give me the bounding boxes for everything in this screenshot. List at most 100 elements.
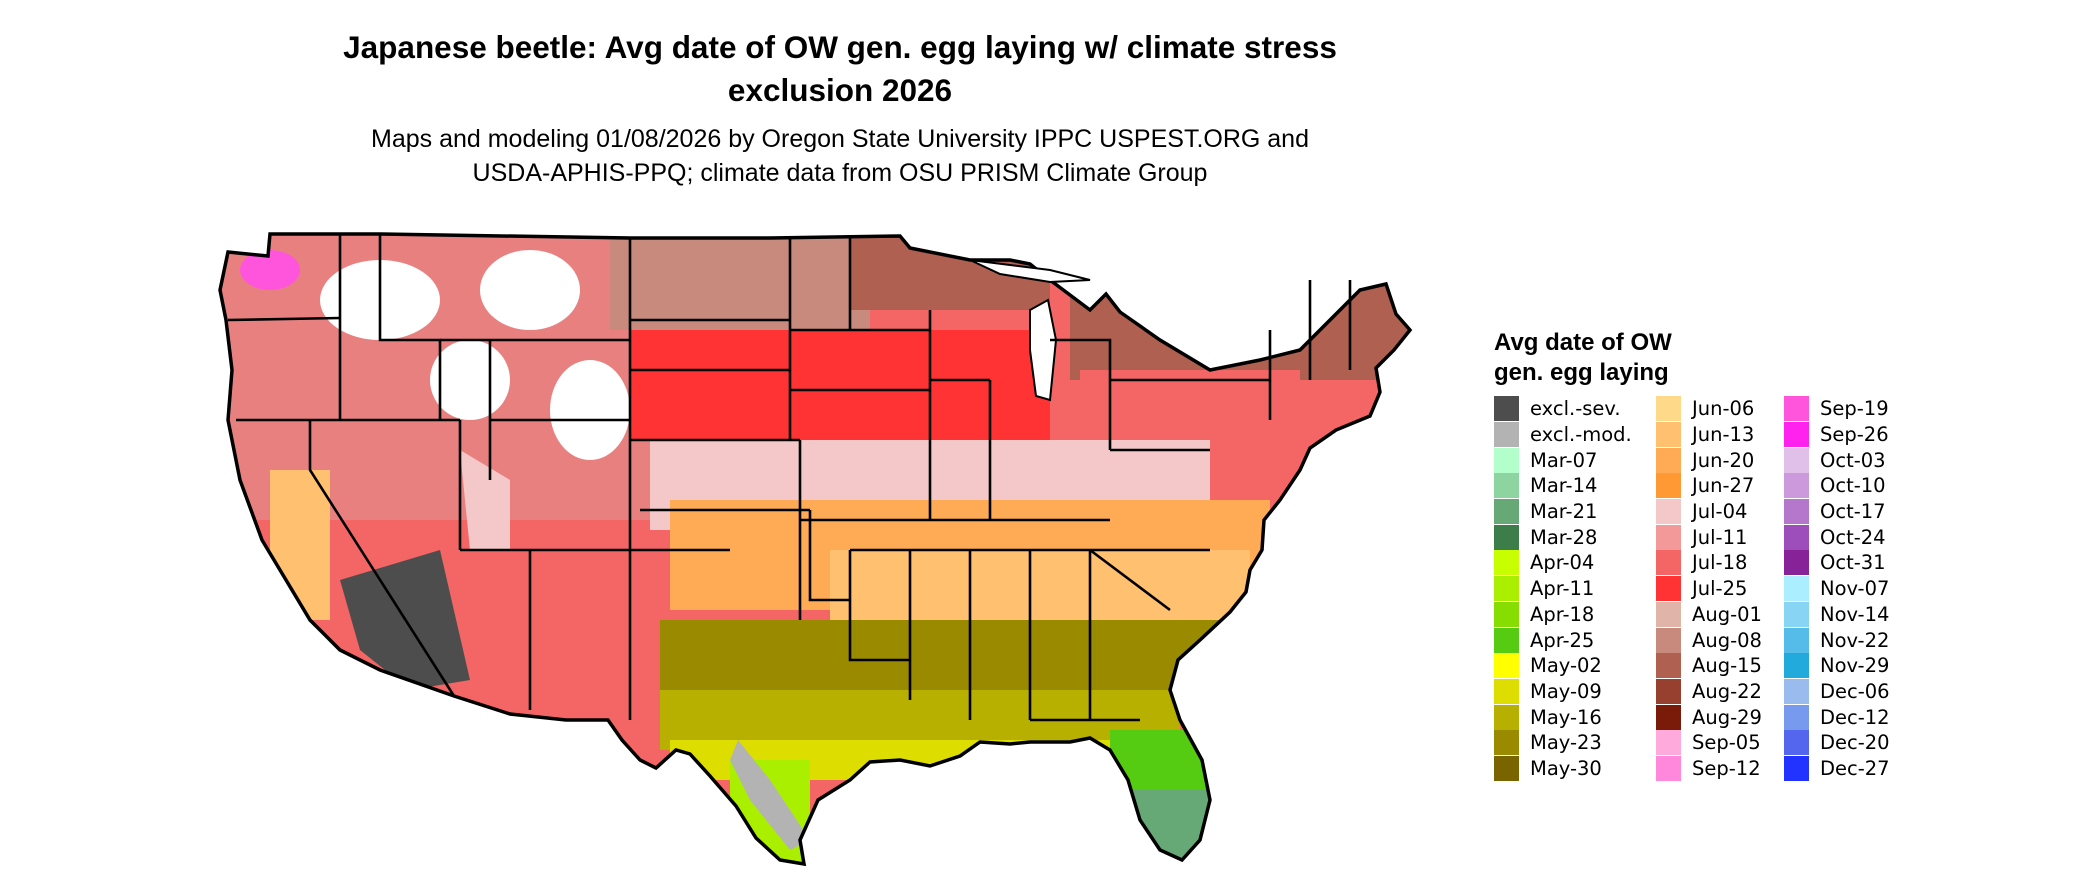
legend-swatch — [1784, 550, 1809, 576]
legend-item: Jun-20 — [1656, 447, 1762, 473]
legend-swatch — [1494, 755, 1519, 781]
legend-label: Mar-14 — [1530, 474, 1598, 498]
legend-label: Sep-05 — [1692, 731, 1761, 755]
legend-swatch — [1784, 653, 1809, 679]
legend-swatch — [1656, 730, 1681, 756]
legend-item: Aug-08 — [1656, 627, 1762, 653]
legend-swatch — [1494, 524, 1519, 550]
legend-label: Dec-12 — [1820, 705, 1890, 729]
zone-cascades — [240, 250, 300, 290]
border-ca-nv — [308, 420, 456, 697]
legend-swatch — [1494, 576, 1519, 602]
legend-swatch — [1656, 396, 1681, 422]
legend-swatch — [1784, 524, 1809, 550]
legend-label: Apr-04 — [1530, 551, 1595, 575]
legend-label: Jun-06 — [1692, 397, 1755, 421]
legend-item: May-02 — [1494, 653, 1632, 679]
legend-swatch — [1656, 627, 1681, 653]
legend-swatch — [1784, 422, 1809, 448]
legend-swatch — [1494, 422, 1519, 448]
legend-swatch — [1494, 678, 1519, 704]
legend-label: Apr-25 — [1530, 628, 1595, 652]
legend-swatch — [1494, 730, 1519, 756]
legend-item: Oct-10 — [1784, 473, 1890, 499]
legend-label: Nov-14 — [1820, 602, 1890, 626]
legend-title-line2: gen. egg laying — [1494, 359, 1669, 386]
zone-excluded-texas — [730, 740, 810, 850]
legend-label: May-02 — [1530, 654, 1602, 678]
legend-item: Apr-18 — [1494, 601, 1632, 628]
legend-item: Dec-06 — [1784, 678, 1890, 705]
legend-label: May-09 — [1530, 679, 1602, 703]
legend-label: Jun-13 — [1692, 423, 1755, 447]
map-title-line2: exclusion 2026 — [727, 72, 953, 108]
legend-swatch — [1494, 499, 1519, 525]
legend-label: Jul-18 — [1692, 551, 1748, 575]
legend-title: Avg date of OW gen. egg laying — [1494, 328, 1672, 388]
us-map — [218, 232, 1413, 867]
legend-label: Aug-15 — [1692, 654, 1762, 678]
legend-swatch — [1494, 447, 1519, 473]
legend-swatch — [1784, 755, 1809, 781]
legend-label: May-16 — [1530, 705, 1602, 729]
legend-label: Nov-29 — [1820, 654, 1890, 678]
border-id-mt — [378, 234, 442, 420]
legend-label: Jun-27 — [1692, 474, 1755, 498]
zone-montana-mountains — [480, 250, 580, 330]
legend-label: Nov-22 — [1820, 628, 1890, 652]
legend-item: Oct-24 — [1784, 524, 1890, 550]
legend-label: Jul-25 — [1692, 577, 1748, 601]
legend-item: Aug-22 — [1656, 678, 1762, 705]
legend-label: Dec-06 — [1820, 679, 1890, 703]
zone-south-florida — [1110, 790, 1220, 864]
legend-swatch — [1784, 576, 1809, 602]
legend-label: Oct-31 — [1820, 551, 1886, 575]
border-ok-tx — [808, 510, 850, 602]
legend-swatch — [1494, 704, 1519, 730]
legend-item: Dec-12 — [1784, 704, 1890, 730]
zone-northeast — [1080, 370, 1300, 450]
legend-item: Nov-29 — [1784, 653, 1890, 679]
legend-swatch — [1656, 524, 1681, 550]
map-subtitle: Maps and modeling 01/08/2026 by Oregon S… — [280, 122, 1400, 190]
legend-label: Oct-24 — [1820, 525, 1886, 549]
legend-label: Apr-11 — [1530, 577, 1595, 601]
zone-upper-midwest — [850, 234, 1050, 310]
legend-item: Nov-14 — [1784, 601, 1890, 628]
legend-item: Apr-04 — [1494, 550, 1632, 576]
legend-item: May-23 — [1494, 730, 1632, 756]
legend-label: Sep-26 — [1820, 423, 1889, 447]
legend-swatch — [1656, 447, 1681, 473]
legend-label: Aug-29 — [1692, 705, 1762, 729]
legend-swatch — [1784, 601, 1809, 627]
legend-swatch — [1784, 473, 1809, 499]
legend-label: Oct-10 — [1820, 474, 1886, 498]
legend-swatch — [1494, 396, 1519, 422]
legend-item: Jul-25 — [1656, 576, 1762, 602]
legend-label: Jul-04 — [1692, 500, 1748, 524]
legend-swatch — [1784, 396, 1809, 422]
legend-swatch — [1784, 704, 1809, 730]
legend-item: Sep-26 — [1784, 422, 1890, 448]
legend-label: Dec-27 — [1820, 756, 1890, 780]
lake-michigan — [1029, 298, 1058, 402]
legend-item: Mar-14 — [1494, 473, 1632, 499]
legend-item: Sep-05 — [1656, 730, 1762, 756]
legend-column-2: Jun-06 Jun-13 Jun-20 Jun-27 Jul-04 Jul-11 Jul-… — [1656, 396, 1762, 781]
zone-wyoming-mountains — [430, 340, 510, 420]
legend-item: Oct-03 — [1784, 447, 1890, 473]
legend-label: Sep-19 — [1820, 397, 1889, 421]
legend-item: Jun-13 — [1656, 422, 1762, 448]
legend-label: Mar-28 — [1530, 525, 1598, 549]
legend-swatch — [1784, 447, 1809, 473]
map-title-line1: Japanese beetle: Avg date of OW gen. egg… — [343, 29, 1337, 65]
legend-item: Aug-29 — [1656, 704, 1762, 730]
legend-label: Sep-12 — [1692, 756, 1761, 780]
lake-superior — [969, 259, 1091, 284]
legend-label: Dec-20 — [1820, 731, 1890, 755]
legend-swatch — [1494, 473, 1519, 499]
legend-item: May-16 — [1494, 704, 1632, 730]
legend-item: Aug-01 — [1656, 601, 1762, 628]
zone-deep-south — [660, 620, 1220, 700]
legend-item: Jun-27 — [1656, 473, 1762, 499]
